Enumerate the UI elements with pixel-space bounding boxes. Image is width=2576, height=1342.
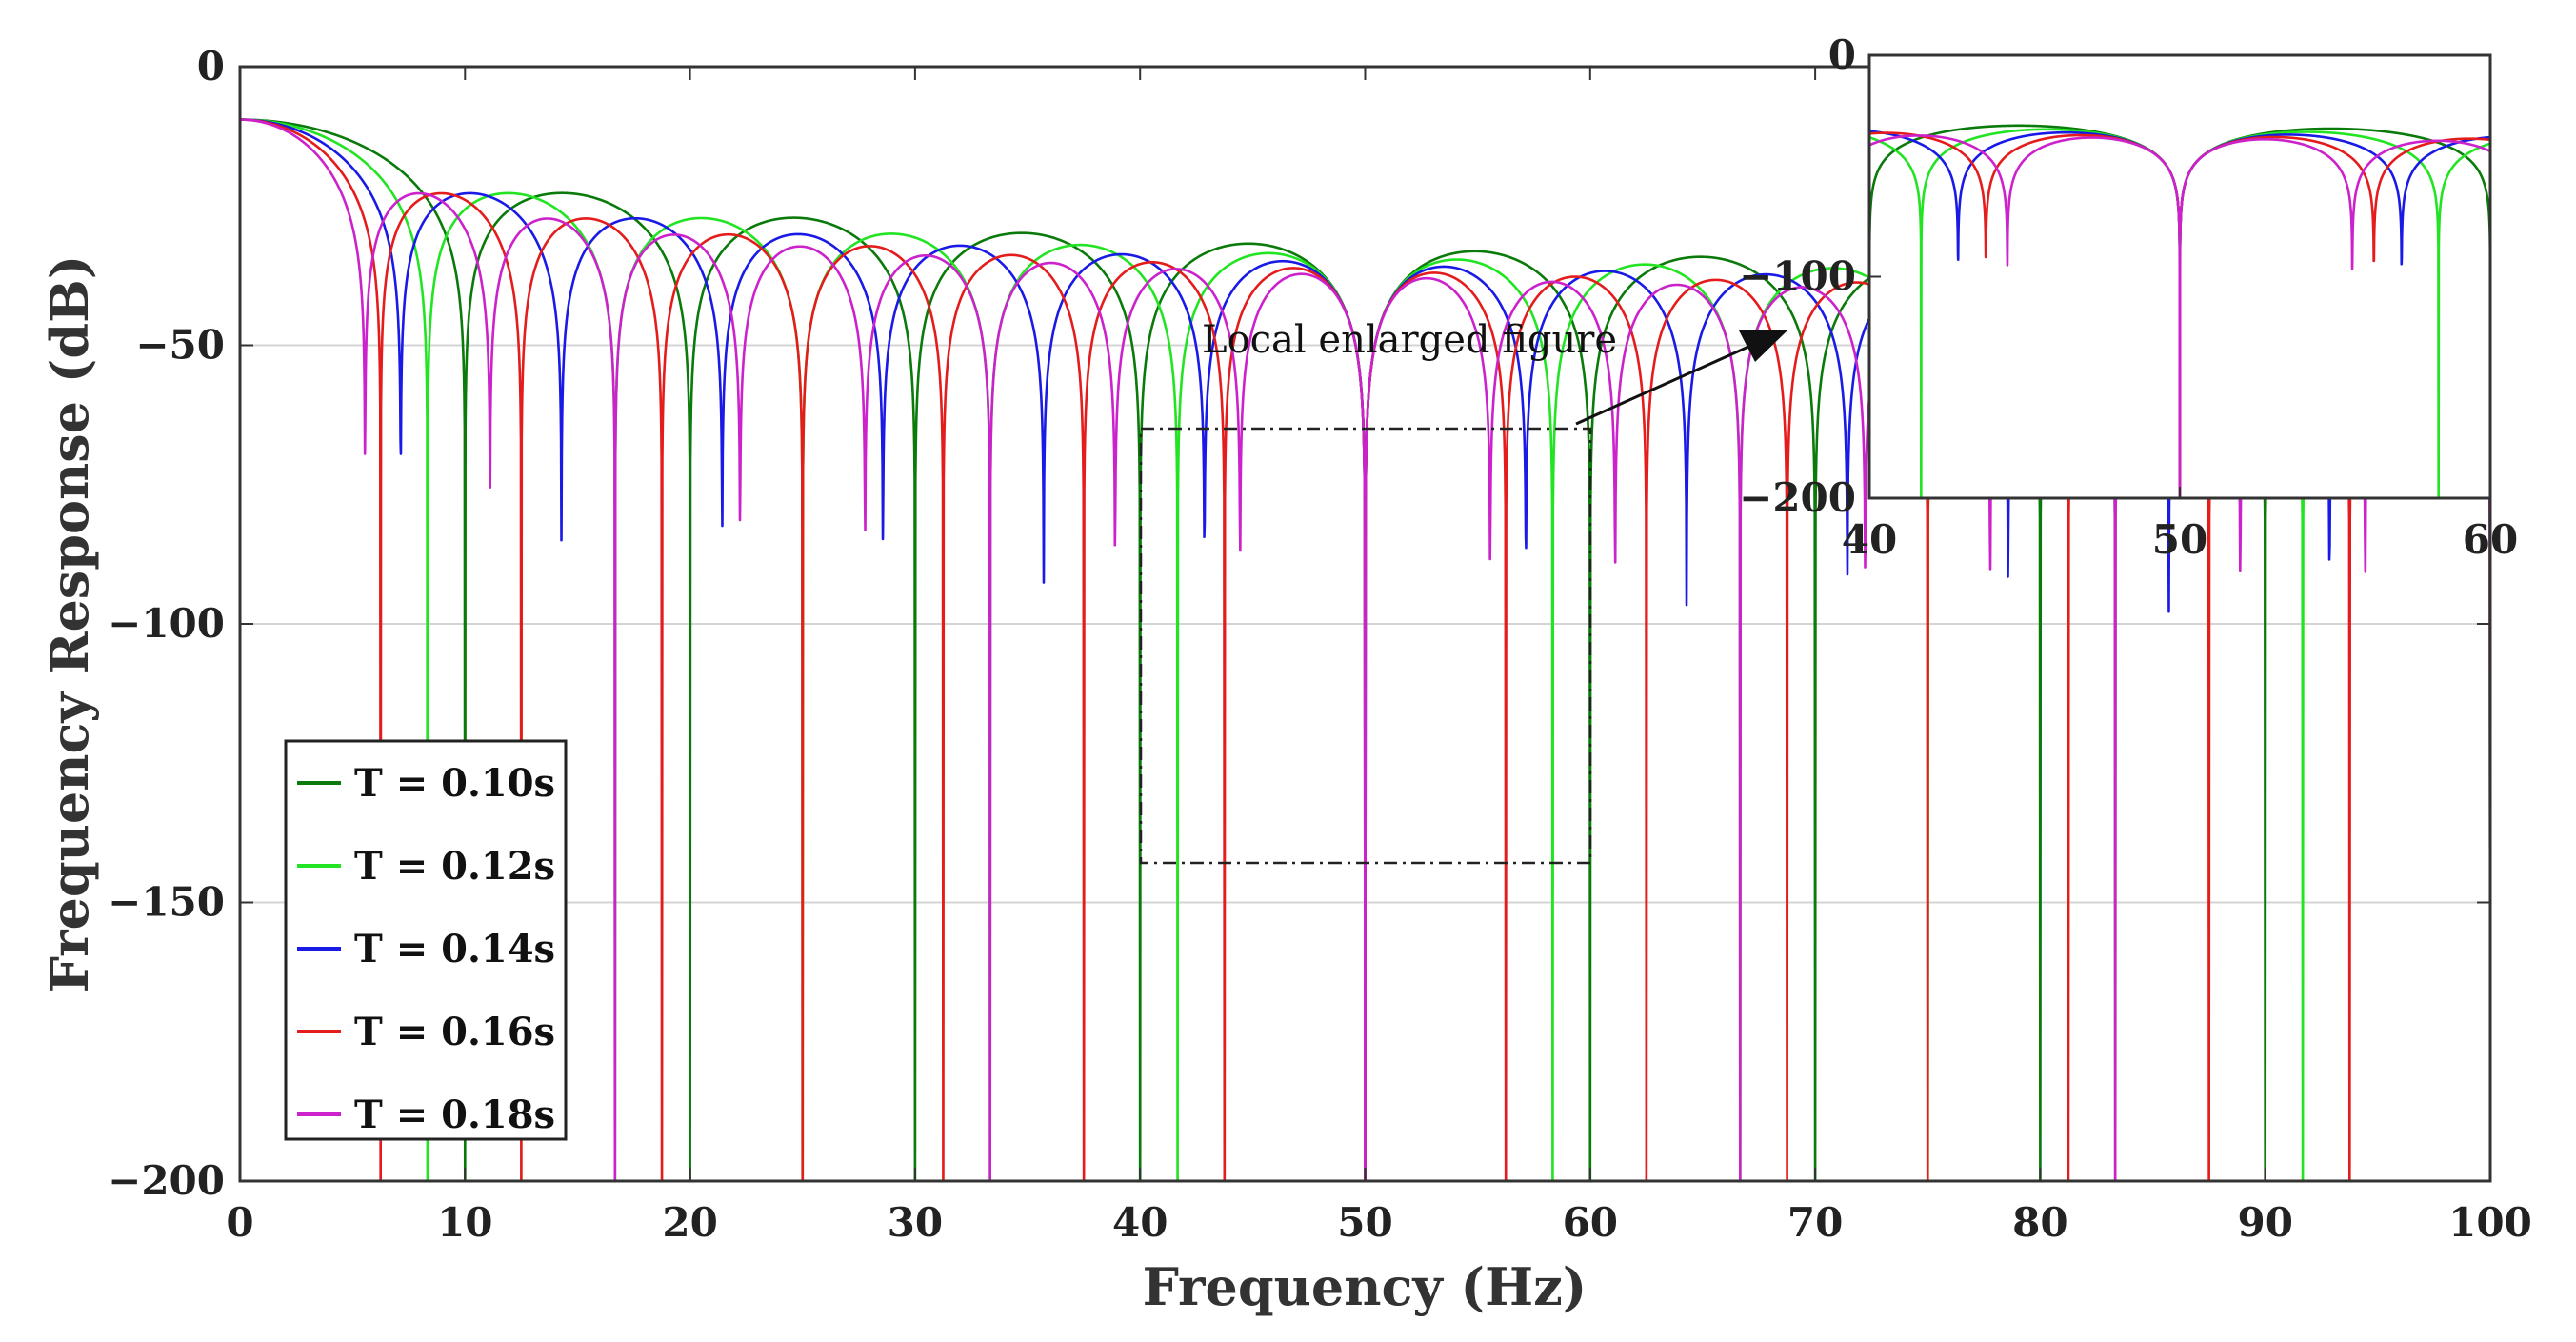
- annotation-arrowhead: [1739, 330, 1788, 362]
- inset-series-line: [1869, 130, 2490, 498]
- inset-x-tick-label: 60: [2463, 516, 2518, 563]
- legend-label: T = 0.10s: [354, 761, 555, 806]
- inset-x-tick-label: 40: [1842, 516, 1897, 563]
- x-tick-label: 90: [2237, 1199, 2292, 1246]
- y-tick-label: −50: [135, 322, 225, 369]
- legend-item: T = 0.14s: [297, 927, 555, 971]
- legend-box: [284, 739, 568, 1141]
- y-axis-title: Frequency Response (dB): [39, 255, 100, 993]
- x-tick-label: 10: [437, 1199, 492, 1246]
- y-tick-label: −100: [108, 600, 225, 647]
- annotation-arrow-line: [1575, 341, 1758, 426]
- legend-item: T = 0.18s: [297, 1092, 555, 1137]
- legend-label: T = 0.16s: [354, 1010, 555, 1054]
- legend-item: T = 0.10s: [297, 761, 555, 806]
- inset-plot: 40 50 60 0 −100 −200: [1739, 31, 2518, 563]
- inset-y-tick-label: −100: [1739, 253, 1856, 300]
- main-plot: 0 10 20 30 40 50 60 70 80 90 100 0 −50 −100 −150 −200 F…: [39, 43, 2532, 1317]
- x-tick-label: 30: [888, 1199, 943, 1246]
- x-tick-label: 0: [226, 1199, 253, 1246]
- legend-label: T = 0.14s: [354, 927, 555, 971]
- legend-item: T = 0.12s: [297, 844, 555, 889]
- y-tick-label: −200: [108, 1157, 225, 1204]
- x-tick-label: 60: [1563, 1199, 1618, 1246]
- legend-label: T = 0.18s: [354, 1092, 555, 1137]
- x-tick-label: 20: [662, 1199, 717, 1246]
- annotation: Local enlarged figure: [1202, 318, 1788, 426]
- x-tick-label: 40: [1112, 1199, 1168, 1246]
- annotation-text: Local enlarged figure: [1202, 318, 1617, 362]
- main-ticks: 0 10 20 30 40 50 60 70 80 90 100 0 −50 −100 −150 −200: [108, 43, 2532, 1246]
- inset-x-tick-label: 50: [2152, 516, 2207, 563]
- x-tick-label: 50: [1337, 1199, 1392, 1246]
- inset-ticks: 40 50 60 0 −100 −200: [1739, 31, 2518, 563]
- y-tick-label: 0: [197, 43, 225, 90]
- inset-y-tick-label: −200: [1739, 474, 1856, 521]
- inset-series-line: [1869, 131, 2490, 498]
- x-axis-title: Frequency (Hz): [1143, 1256, 1588, 1317]
- legend-item: T = 0.16s: [297, 1010, 555, 1054]
- zoom-region-box: [1139, 427, 1592, 865]
- inset-y-tick-label: 0: [1828, 31, 1856, 78]
- legend: T = 0.10s T = 0.12s T = 0.14s T = 0.16s T = …: [284, 739, 568, 1141]
- inset-series-group: [1869, 124, 2490, 498]
- inset-series-line: [1869, 134, 2490, 498]
- x-tick-label: 70: [1787, 1199, 1843, 1246]
- x-tick-label: 80: [2012, 1199, 2067, 1246]
- inset-series-line: [1869, 124, 2490, 498]
- x-tick-label: 100: [2448, 1199, 2532, 1246]
- inset-series-line: [1869, 128, 2490, 498]
- y-tick-label: −150: [108, 879, 225, 926]
- legend-label: T = 0.12s: [354, 844, 555, 889]
